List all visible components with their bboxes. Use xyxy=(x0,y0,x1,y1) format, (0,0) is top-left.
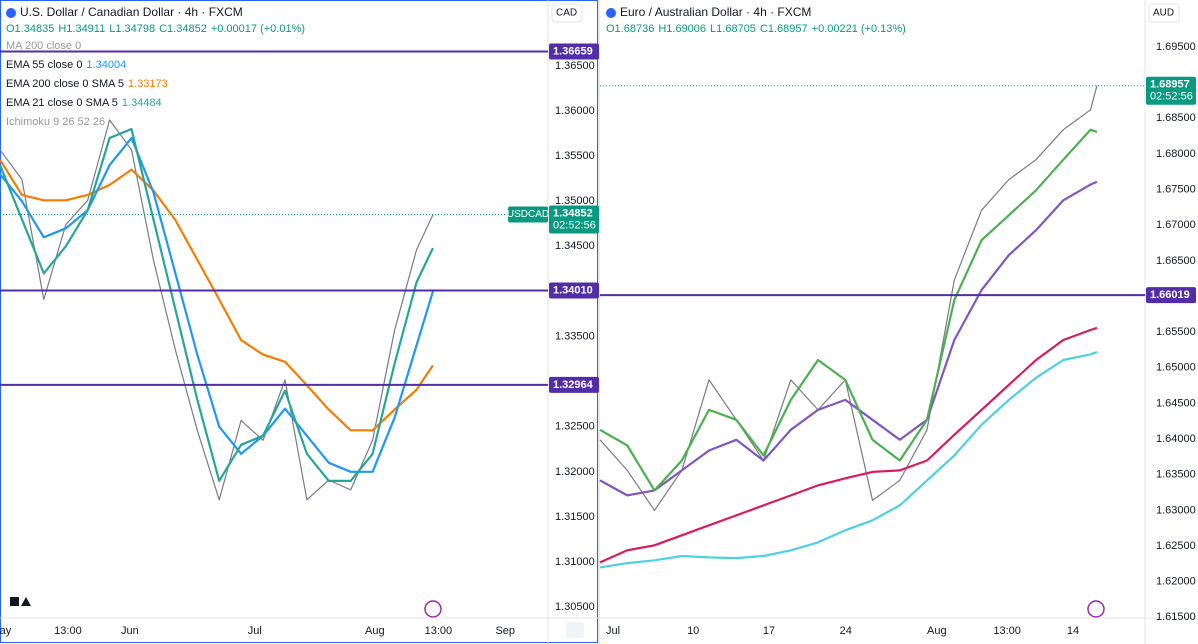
level-label-box xyxy=(549,282,599,299)
y-tick-label: 1.63500 xyxy=(1156,469,1196,481)
alert-icon[interactable] xyxy=(424,600,442,618)
level-label-box xyxy=(549,376,599,393)
symbol-label: USDCAD xyxy=(507,209,549,220)
series-line xyxy=(599,326,1098,564)
currency-box xyxy=(551,3,583,23)
level-label: 1.34010 xyxy=(553,284,593,296)
x-tick-label: 14 xyxy=(1067,625,1079,637)
indicator-name: EMA 21 close 0 SMA 5 xyxy=(6,97,118,109)
series-line xyxy=(0,136,434,473)
ohlc-value: C1.68957 xyxy=(760,23,808,35)
currency-box xyxy=(1148,3,1180,23)
last-price-box xyxy=(549,205,599,234)
y-tick-label: 1.32500 xyxy=(555,421,595,433)
series-line xyxy=(0,119,434,501)
currency-label: AUD xyxy=(1153,8,1174,19)
y-tick-label: 1.32000 xyxy=(555,466,595,478)
y-tick-label: 1.65500 xyxy=(1156,326,1196,338)
level-label: 1.36659 xyxy=(553,45,593,57)
indicator-name: MA 200 close 0 xyxy=(6,40,81,52)
y-tick-label: 1.33500 xyxy=(555,330,595,342)
x-tick-label: 24 xyxy=(840,625,852,637)
level-label-box xyxy=(549,43,599,60)
indicator-name: EMA 55 close 0 xyxy=(6,59,82,71)
ohlc-value: O1.34835 xyxy=(6,23,54,35)
y-tick-label: 1.35000 xyxy=(555,195,595,207)
series-line xyxy=(599,85,1098,511)
ohlc-value: O1.68736 xyxy=(606,23,654,35)
y-tick-label: 1.30500 xyxy=(555,601,595,613)
symbol-box xyxy=(508,206,548,223)
chart-title: Euro / Australian Dollar · 4h · FXCM xyxy=(620,5,811,19)
countdown-label: 02:52:56 xyxy=(1150,91,1193,103)
level-label-box xyxy=(1146,287,1196,304)
ohlc-value: +0.00017 (+0.01%) xyxy=(211,23,305,35)
series-line xyxy=(599,128,1098,492)
x-tick-label: 13:00 xyxy=(993,625,1021,637)
y-tick-label: 1.62500 xyxy=(1156,540,1196,552)
y-tick-label: 1.63000 xyxy=(1156,504,1196,516)
y-tick-label: 1.64500 xyxy=(1156,397,1196,409)
y-tick-label: 1.62000 xyxy=(1156,576,1196,588)
ohlc-value: L1.34798 xyxy=(109,23,155,35)
x-tick-label: Jul xyxy=(606,625,620,637)
last-price-label: 1.68957 xyxy=(1150,79,1190,91)
tv-logo xyxy=(10,597,31,606)
x-tick-label: 13:00 xyxy=(425,625,453,637)
y-tick-label: 1.31000 xyxy=(555,556,595,568)
indicator-name: EMA 200 close 0 SMA 5 xyxy=(6,78,124,90)
ohlc-value: +0.00221 (+0.13%) xyxy=(812,23,906,35)
indicator-name: Ichimoku 9 26 52 26 xyxy=(6,116,105,128)
y-tick-label: 1.69500 xyxy=(1156,41,1196,53)
ohlc-value: C1.34852 xyxy=(159,23,207,35)
y-tick-label: 1.67000 xyxy=(1156,219,1196,231)
level-label: 1.66019 xyxy=(1150,289,1190,301)
y-tick-label: 1.34500 xyxy=(555,240,595,252)
y-tick-label: 1.68500 xyxy=(1156,112,1196,124)
series-line xyxy=(599,351,1098,569)
x-tick-label: 17 xyxy=(763,625,775,637)
y-tick-label: 1.67500 xyxy=(1156,184,1196,196)
x-tick-label: Aug xyxy=(365,625,385,637)
indicator-value: 1.34004 xyxy=(86,59,126,71)
last-price-label: 1.34852 xyxy=(553,207,593,219)
y-tick-label: 1.61500 xyxy=(1156,611,1196,623)
chart-title: U.S. Dollar / Canadian Dollar · 4h · FXC… xyxy=(20,5,243,19)
ohlc-value: H1.34911 xyxy=(58,23,105,35)
y-tick-label: 1.68000 xyxy=(1156,148,1196,160)
x-tick-label: Sep xyxy=(495,625,515,637)
y-tick-label: 1.31500 xyxy=(555,511,595,523)
x-tick-label: 13:00 xyxy=(54,625,82,637)
y-tick-label: 1.36500 xyxy=(555,60,595,72)
level-label: 1.32964 xyxy=(553,379,594,391)
x-tick-label: Jun xyxy=(121,625,139,637)
active-panel-frame xyxy=(0,0,598,643)
ohlc-value: H1.69006 xyxy=(658,23,706,35)
y-tick-label: 1.36000 xyxy=(555,105,595,117)
y-tick-label: 1.64000 xyxy=(1156,433,1196,445)
y-tick-label: 1.65000 xyxy=(1156,362,1196,374)
symbol-icon xyxy=(606,8,616,18)
symbol-icon xyxy=(6,8,16,18)
countdown-label: 02:52:56 xyxy=(553,219,596,231)
last-price-box xyxy=(1146,76,1196,105)
auto-scale-button[interactable] xyxy=(566,622,584,638)
alert-icon[interactable] xyxy=(1087,600,1105,618)
y-tick-label: 1.35500 xyxy=(555,150,595,162)
x-tick-label: 10 xyxy=(687,625,699,637)
currency-label: CAD xyxy=(556,8,577,19)
y-tick-label: 1.66500 xyxy=(1156,255,1196,267)
series-line xyxy=(0,127,434,482)
series-line xyxy=(0,159,434,432)
x-tick-label: Jul xyxy=(248,625,262,637)
indicator-value: 1.33173 xyxy=(128,78,168,90)
x-tick-label: Aug xyxy=(927,625,947,637)
indicator-value: 1.34484 xyxy=(122,97,162,109)
x-tick-label: ay xyxy=(0,625,12,637)
ohlc-value: L1.68705 xyxy=(710,23,756,35)
